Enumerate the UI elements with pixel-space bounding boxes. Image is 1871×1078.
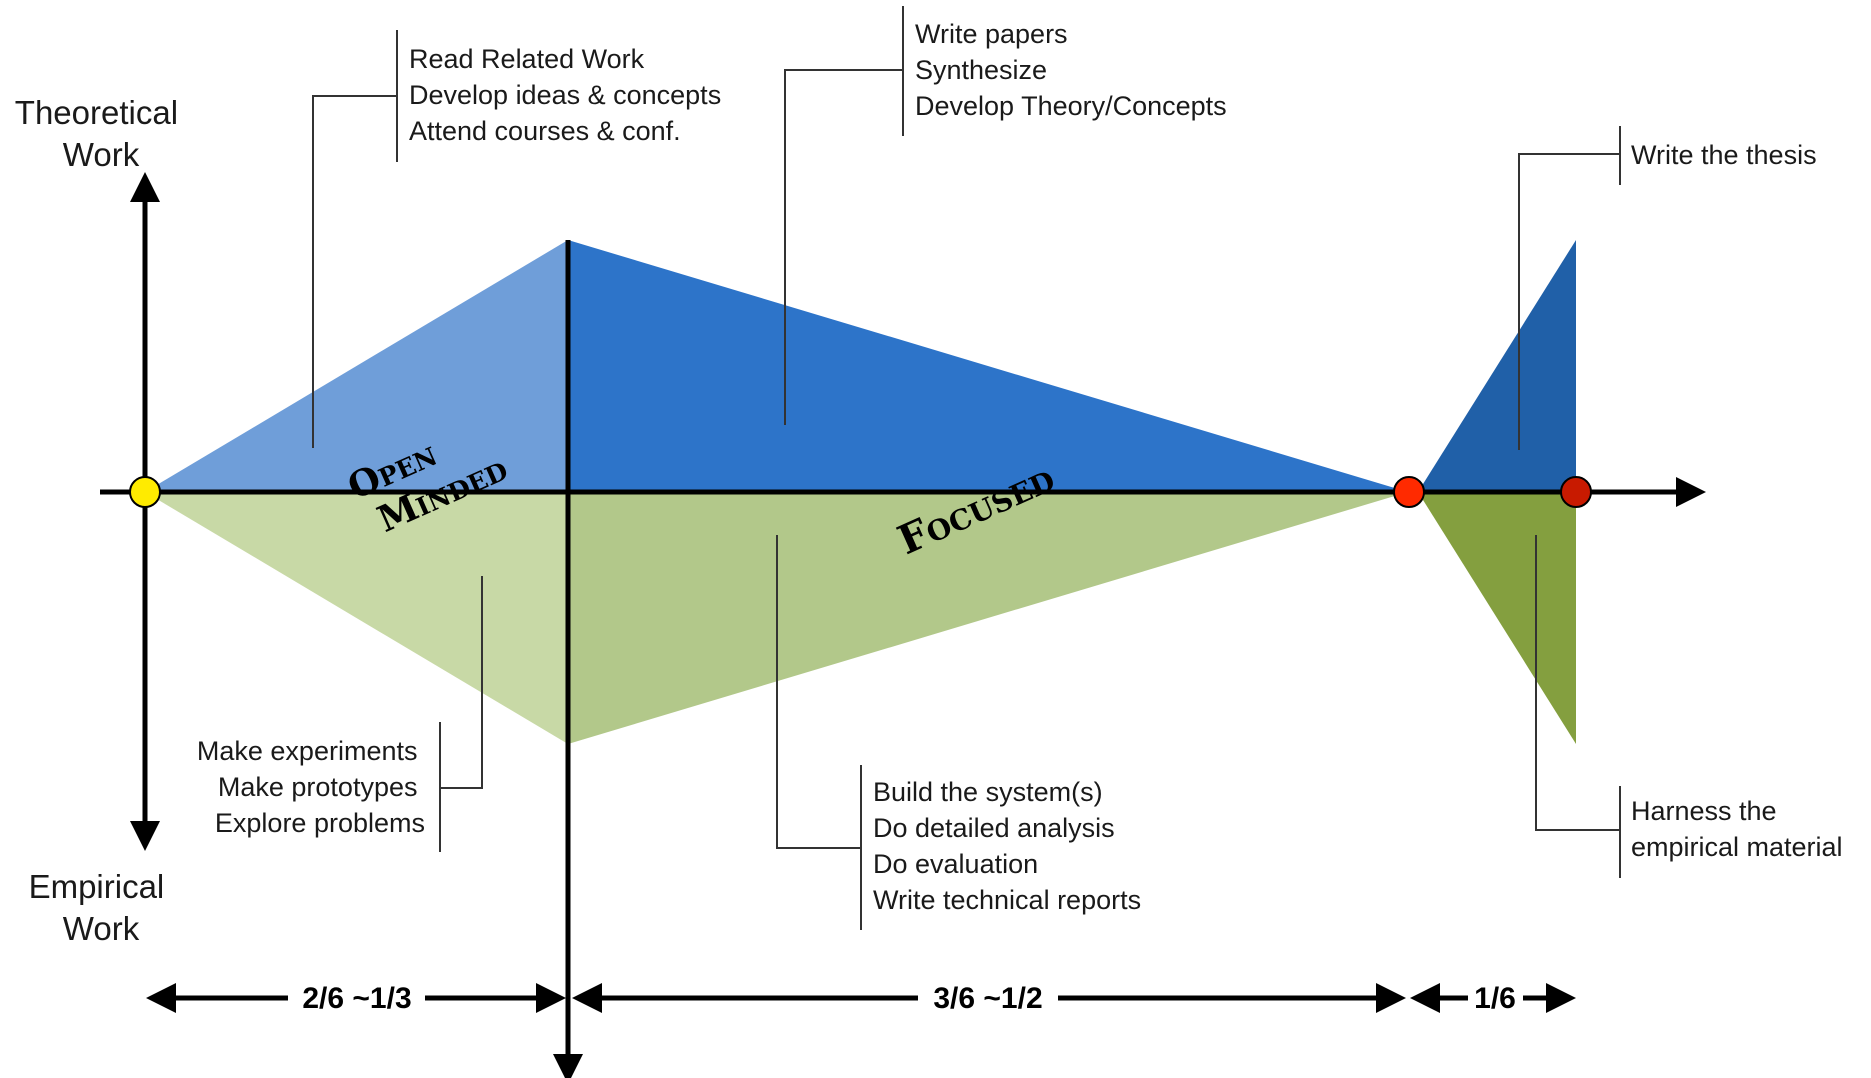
focused-theoretical-region [568,240,1408,492]
final-empirical-region [1418,492,1576,744]
focused-phase-duration: 3/6 ~1/2 [933,982,1042,1015]
final-phase-duration: 1/6 [1474,982,1516,1015]
callout-connectors [312,6,1621,930]
focused-theoretical-activities: Write papers Synthesize Develop Theory/C… [915,19,1227,121]
focused-empirical-region [568,492,1408,744]
final-empirical-activity: Harness the empirical material [1631,796,1843,862]
focus-end-milestone-dot [1393,476,1425,508]
open-theoretical-activities: Read Related Work Develop ideas & concep… [409,44,729,146]
empirical-axis-label: Empirical Work [29,868,174,947]
open-minded-empirical-region [145,492,568,744]
start-milestone-dot [129,476,161,508]
open-minded-theoretical-region [145,240,568,492]
open-phase-duration: 2/6 ~1/3 [302,982,411,1015]
focused-empirical-activities: Build the system(s) Do detailed analysis… [873,777,1141,915]
final-theoretical-region [1418,240,1576,492]
theoretical-axis-label: Theoretical Work [15,94,187,173]
open-empirical-activities: Make experiments Make prototypes Explore… [197,736,425,838]
thesis-end-milestone-dot [1560,476,1592,508]
final-theoretical-activity: Write the thesis [1631,140,1817,170]
